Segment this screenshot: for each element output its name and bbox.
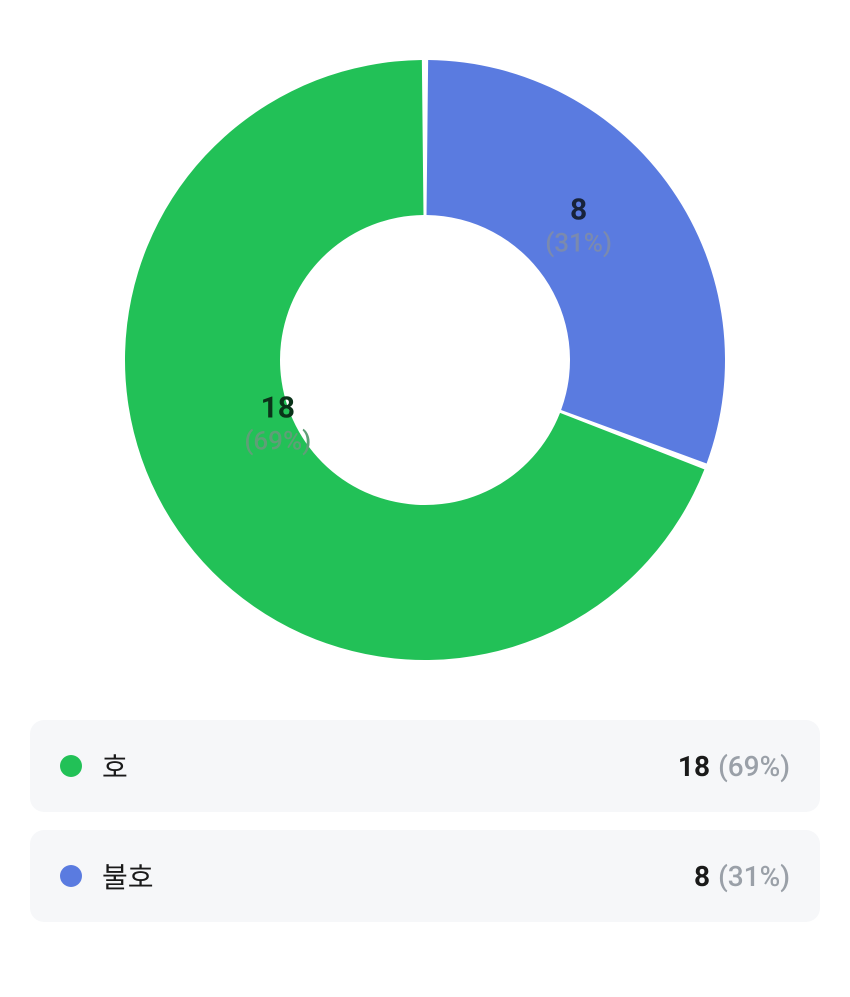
legend-percent: (31%) <box>718 860 790 893</box>
legend-label: 호 <box>102 746 128 786</box>
legend-left: 호 <box>60 746 128 786</box>
donut-slice-unfavorable[interactable] <box>427 60 725 463</box>
legend-left: 불호 <box>60 856 154 896</box>
legend-right: 8 (31%) <box>694 860 790 893</box>
legend-value: 8 <box>694 860 710 893</box>
chart-container: 8 (31%) 18 (69%) 호 18 (69%) 불호 8 <box>0 0 850 997</box>
legend-right: 18 (69%) <box>678 750 790 783</box>
legend: 호 18 (69%) 불호 8 (31%) <box>30 720 820 922</box>
legend-dot-icon <box>60 865 82 887</box>
legend-label: 불호 <box>102 856 154 896</box>
donut-chart: 8 (31%) 18 (69%) <box>105 40 745 680</box>
donut-svg <box>105 40 745 680</box>
legend-item-unfavorable[interactable]: 불호 8 (31%) <box>30 830 820 922</box>
legend-dot-icon <box>60 755 82 777</box>
legend-value: 18 <box>678 750 710 783</box>
legend-item-favorable[interactable]: 호 18 (69%) <box>30 720 820 812</box>
legend-percent: (69%) <box>718 750 790 783</box>
